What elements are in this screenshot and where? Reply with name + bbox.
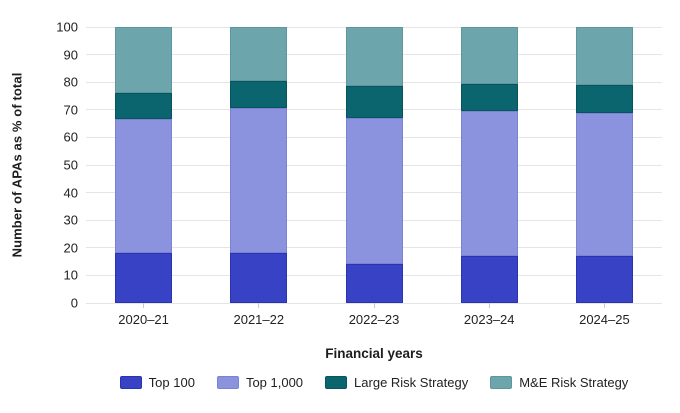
bar-segment-Large Risk Strategy: [575, 84, 633, 113]
y-tick-label: 0: [70, 295, 78, 311]
x-tick-mark: [488, 303, 490, 308]
y-tick-label: 100: [56, 19, 78, 35]
legend-item-Large Risk Strategy: Large Risk Strategy: [325, 376, 468, 389]
legend-label: Top 100: [148, 375, 195, 390]
bar-segment-Large Risk Strategy: [230, 80, 288, 109]
x-tick-label: 2020–21: [118, 312, 169, 327]
x-axis-slot: 2024–25: [547, 303, 662, 326]
y-tick-label: 90: [63, 47, 78, 63]
legend-item-Top 1,000: Top 1,000: [216, 375, 304, 390]
bar-segment-M&E Risk Strategy: [115, 27, 173, 94]
bar-segment-Top 100: [345, 264, 403, 303]
bar-segment-Top 1,000: [460, 111, 518, 257]
bar-slot: [316, 27, 431, 303]
y-tick-label: 20: [63, 240, 78, 256]
y-tick-label: 80: [63, 74, 78, 90]
legend: Top 100 Top 1,000 Large Risk Strategy M&E R…: [86, 376, 662, 389]
bar-2023–24: [460, 27, 518, 303]
y-tick-label: 40: [63, 185, 78, 201]
bar-segment-Large Risk Strategy: [345, 86, 403, 119]
bar-2022–23: [345, 27, 403, 303]
bar-segment-Top 100: [460, 256, 518, 303]
y-tick-label: 30: [63, 212, 78, 228]
bar-segment-M&E Risk Strategy: [575, 27, 633, 85]
bar-segment-M&E Risk Strategy: [230, 27, 288, 81]
y-tick-label: 10: [63, 267, 78, 283]
bar-segment-Top 1,000: [230, 108, 288, 254]
legend-item-M&E Risk Strategy: M&E Risk Strategy: [490, 376, 628, 389]
bar-segment-Top 100: [575, 256, 633, 303]
x-tick-label: 2024–25: [579, 312, 630, 327]
legend-label: Large Risk Strategy: [354, 375, 469, 390]
gridline: [86, 26, 662, 28]
bar-segment-M&E Risk Strategy: [460, 27, 518, 84]
x-tick-label: 2021–22: [233, 312, 285, 327]
x-tick-mark: [373, 303, 375, 308]
x-tick-mark: [143, 303, 145, 308]
x-tick-mark: [258, 303, 260, 308]
bar-segment-Top 100: [230, 253, 288, 303]
bar-slot: [432, 27, 547, 303]
bar-segment-Large Risk Strategy: [460, 83, 518, 112]
bar-segment-Top 1,000: [115, 119, 173, 254]
bar-slot: [86, 27, 201, 303]
bar-2020–21: [115, 27, 173, 303]
y-tick-label: 70: [63, 102, 78, 118]
x-tick-mark: [603, 303, 605, 308]
legend-swatch: [490, 376, 513, 389]
bar-segment-Top 100: [115, 253, 173, 303]
bar-segment-Top 1,000: [345, 118, 403, 265]
bar-slot: [547, 27, 662, 303]
legend-swatch: [119, 376, 142, 389]
bars: [86, 27, 662, 303]
x-axis-title: Financial years: [325, 346, 423, 361]
x-axis-slot: 2021–22: [201, 303, 316, 326]
bar-segment-Top 1,000: [575, 112, 633, 257]
legend-swatch: [216, 376, 239, 389]
bar-slot: [201, 27, 316, 303]
x-axis-labels: 2020–21 2021–22 2022–23 2023–24 2024–25: [86, 303, 662, 326]
legend-swatch: [325, 376, 348, 389]
y-tick-label: 50: [63, 157, 78, 173]
x-axis-slot: 2020–21: [86, 303, 201, 326]
legend-label: Top 1,000: [245, 375, 304, 390]
bar-2024–25: [575, 27, 633, 303]
bar-segment-Large Risk Strategy: [115, 93, 173, 120]
bar-2021–22: [230, 27, 288, 303]
x-tick-label: 2023–24: [463, 312, 515, 327]
x-tick-label: 2022–23: [348, 312, 400, 327]
legend-label: M&E Risk Strategy: [519, 375, 629, 390]
bar-segment-M&E Risk Strategy: [345, 27, 403, 87]
x-axis-slot: 2022–23: [316, 303, 431, 326]
plot-area: [86, 26, 662, 304]
y-tick-label: 60: [63, 129, 78, 145]
x-axis-slot: 2023–24: [432, 303, 547, 326]
legend-item-Top 100: Top 100: [119, 375, 195, 390]
y-axis-labels: 0 10 20 30 40 50 60 70 80 90 100: [20, 21, 78, 310]
